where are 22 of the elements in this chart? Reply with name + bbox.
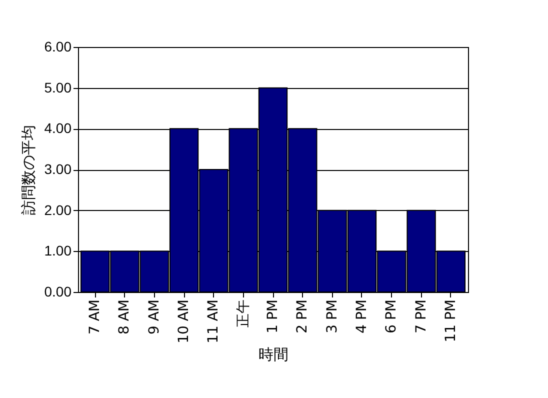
x-tick-label: 4 PM: [354, 300, 370, 334]
x-tick-label: 8 AM: [116, 300, 133, 335]
x-tick-label: 11 PM: [442, 300, 459, 342]
y-tick-label: 0.00: [44, 284, 72, 300]
x-tick-label: 7 PM: [413, 300, 430, 334]
y-tick-label: 1.00: [44, 242, 72, 259]
x-tick-label: 3 PM: [324, 300, 340, 334]
y-tick-label: 4.00: [44, 120, 72, 136]
y-tick-label: 6.00: [44, 38, 72, 54]
y-tick-label: 5.00: [44, 79, 72, 96]
x-tick-label: 2 PM: [294, 300, 311, 334]
x-axis-title: 時間: [258, 345, 288, 364]
x-tick-label: 11 AM: [206, 300, 222, 344]
x-tick-label: 1 PM: [265, 300, 281, 334]
y-axis-title: 訪問数の平均: [19, 125, 38, 215]
x-tick-label: 正午: [235, 300, 252, 328]
x-tick-label: 10 AM: [176, 300, 192, 344]
y-tick-label: 3.00: [44, 161, 72, 177]
x-tick-label: 9 AM: [146, 300, 162, 335]
x-tick-label: 7 AM: [87, 300, 104, 335]
y-tick-label: 2.00: [44, 202, 72, 218]
x-tick-label: 6 PM: [384, 300, 400, 334]
